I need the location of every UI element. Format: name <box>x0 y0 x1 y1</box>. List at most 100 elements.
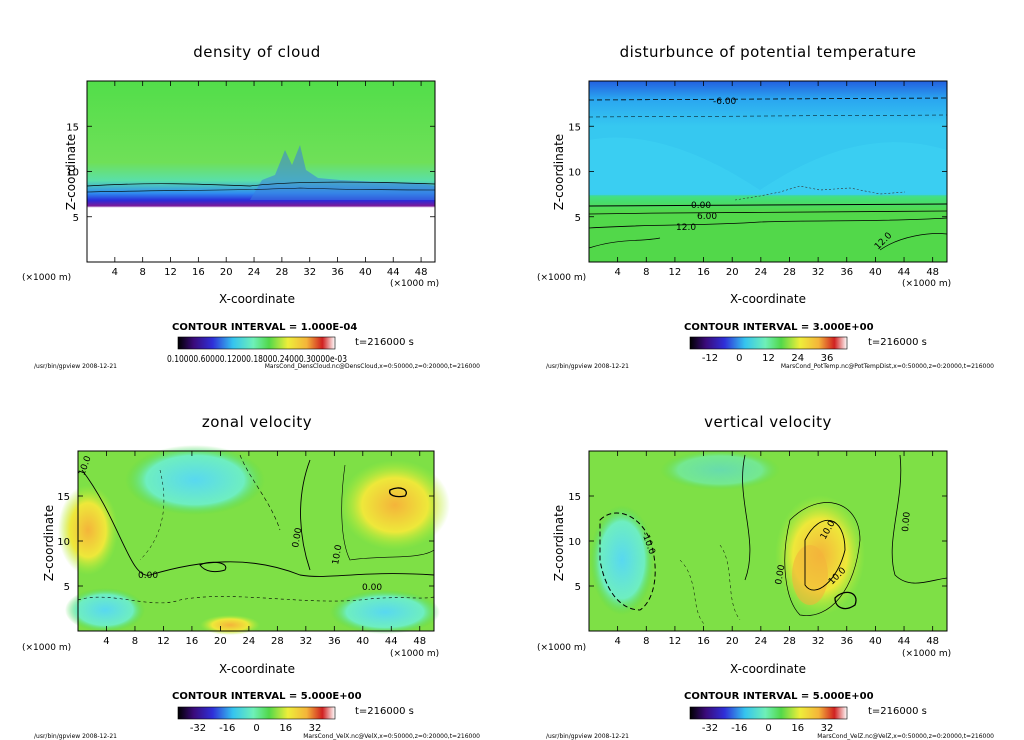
plot-area <box>86 80 436 263</box>
heatmap-field <box>87 81 435 262</box>
x-tick-label: 48 <box>413 636 426 647</box>
y-tick-label: 5 <box>64 582 70 593</box>
x-tick-label: 20 <box>214 636 227 647</box>
x-tick-label: 8 <box>643 267 649 278</box>
x-axis-label: X-coordinate <box>219 292 295 306</box>
x-tick-label: 4 <box>614 636 620 647</box>
contour-line <box>679 544 741 626</box>
contour-line <box>81 469 435 577</box>
x-tick-label: 36 <box>331 267 344 278</box>
x-tick-label: 24 <box>243 636 256 647</box>
x-tick-label: 12 <box>669 267 682 278</box>
x-tick-label: 8 <box>132 636 138 647</box>
contour-interval: CONTOUR INTERVAL = 3.000E+00 <box>684 322 874 333</box>
x-tick-label: 16 <box>697 267 710 278</box>
x-ticks: 4 8 12 16 20 24 28 32 36 40 44 48 <box>614 81 939 278</box>
x-tick-label: 36 <box>840 267 853 278</box>
x-tick-label: 4 <box>112 267 118 278</box>
x-tick-label: 32 <box>299 636 312 647</box>
cool-region <box>330 590 440 634</box>
x-tick-label: 40 <box>869 267 882 278</box>
y-ticks: 5 10 15 <box>568 492 947 593</box>
footer-left: /usr/bin/gpview 2008-12-21 <box>546 363 629 370</box>
y-ticks: 5 10 15 <box>57 492 434 593</box>
cool-region <box>590 505 654 615</box>
x-tick-label: 44 <box>898 636 911 647</box>
panel-density-of-cloud: density of cloud 4 8 12 16 20 24 28 32 36 40 44 48 … <box>22 43 480 370</box>
colorbar <box>177 706 336 720</box>
x-tick-label: 12 <box>669 636 682 647</box>
y-tick-label: 15 <box>568 492 581 503</box>
y-tick-label: 15 <box>66 122 79 133</box>
contour-line <box>804 520 846 591</box>
x-tick-label: 20 <box>220 267 233 278</box>
footer-right: MarsCond_DensCloud.nc@DensCloud,x=0:5000… <box>265 363 480 370</box>
warm-region <box>792 545 828 605</box>
panel-vertical-velocity: vertical velocity -10.0 0.00 10.0 10.0 0… <box>537 413 994 740</box>
x-tick-label: 28 <box>783 267 796 278</box>
x-tick-label: 48 <box>926 267 939 278</box>
contour-interval: CONTOUR INTERVAL = 1.000E-04 <box>172 322 357 333</box>
colorbar-ticks: -12 0 12 24 36 <box>702 353 834 364</box>
x-tick-label: 40 <box>356 636 369 647</box>
x-tick-label: 12 <box>157 636 170 647</box>
contour-line <box>86 181 436 187</box>
y-tick-label: 10 <box>66 168 79 179</box>
colorbar <box>689 336 848 350</box>
colorbar-tick-labels: 0.10000.60000.12000.18000.24000.30000e-0… <box>167 354 347 365</box>
x-tick-label: 40 <box>359 267 372 278</box>
x-tick-label: 32 <box>812 636 825 647</box>
x-unit-left: (×1000 m) <box>22 643 71 653</box>
contour-label: -6.00 <box>713 97 737 107</box>
x-tick-label: 36 <box>328 636 341 647</box>
chart-title: disturbunce of potential temperature <box>620 43 917 61</box>
y-axis-label: Z-coordinate <box>42 505 56 581</box>
footer-right: MarsCond_VelZ.nc@VelZ,x=0:50000,z=0:2000… <box>817 733 994 740</box>
contour-label: 0.00 <box>901 511 913 532</box>
x-tick-label: 8 <box>643 636 649 647</box>
footer-left: /usr/bin/gpview 2008-12-21 <box>546 733 629 740</box>
footer-left: /usr/bin/gpview 2008-12-21 <box>34 363 117 370</box>
contour-line <box>139 469 165 561</box>
y-ticks: 5 10 15 <box>66 122 435 224</box>
y-tick-label: 5 <box>575 213 581 224</box>
x-unit-right: (×1000 m) <box>390 279 439 289</box>
x-tick-label: 28 <box>783 636 796 647</box>
contour-line <box>784 502 861 616</box>
contour-label: 0.00 <box>138 571 158 581</box>
plot-area <box>58 445 450 635</box>
colorbar-tick-label: -16 <box>219 723 235 734</box>
contour-label: 6.00 <box>697 212 717 222</box>
x-unit-left: (×1000 m) <box>537 273 586 283</box>
y-tick-label: 10 <box>568 168 581 179</box>
colorbar-tick-label: 0 <box>736 353 742 364</box>
colorbar-tick-label: 32 <box>821 723 834 734</box>
time-label: t=216000 s <box>355 706 414 717</box>
cool-dome <box>589 137 947 195</box>
panel-potential-temperature: disturbunce of potential temperature -6.… <box>537 43 994 370</box>
contour-line <box>588 203 948 207</box>
y-tick-label: 15 <box>568 122 581 133</box>
contour-label: 12.0 <box>676 223 696 233</box>
contour-line <box>77 596 435 604</box>
colorbar-tick-label: 16 <box>279 723 292 734</box>
contour-line <box>199 561 227 573</box>
turbulence-marks <box>734 185 906 201</box>
chart-title: zonal velocity <box>202 413 312 431</box>
cool-region <box>660 450 780 490</box>
warm-region <box>58 485 118 575</box>
y-axis-label: Z-coordinate <box>64 134 78 210</box>
x-tick-label: 4 <box>103 636 109 647</box>
colorbar-tick-label: 36 <box>821 353 834 364</box>
colorbar-tick-label: 32 <box>309 723 322 734</box>
x-tick-label: 16 <box>186 636 199 647</box>
footer-left: /usr/bin/gpview 2008-12-21 <box>34 733 117 740</box>
contour-interval: CONTOUR INTERVAL = 5.000E+00 <box>684 691 874 702</box>
colorbar <box>689 706 848 720</box>
cool-region <box>65 588 145 632</box>
y-axis-label: Z-coordinate <box>552 134 566 210</box>
contour-line <box>742 454 751 581</box>
colorbar-tick-label: 0 <box>765 723 771 734</box>
x-tick-label: 28 <box>276 267 289 278</box>
